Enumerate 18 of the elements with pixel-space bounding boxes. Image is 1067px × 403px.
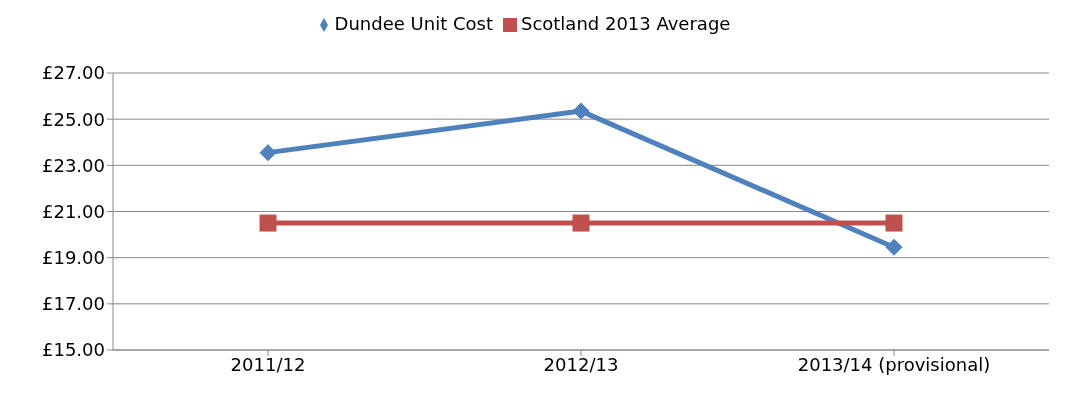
legend-label: Dundee Unit Cost [334, 13, 493, 34]
legend-label: Scotland 2013 Average [520, 13, 731, 34]
y-tick-label: £25.00 [42, 108, 105, 130]
x-tick-label: 2012/13 [543, 353, 619, 375]
point [885, 238, 903, 256]
point [572, 102, 590, 120]
point [259, 144, 277, 162]
y-tick-label: £17.00 [42, 293, 105, 315]
y-tick-label: £19.00 [42, 247, 105, 269]
point [572, 214, 590, 232]
point [885, 214, 903, 232]
y-tick-label: £27.00 [42, 62, 105, 84]
point [259, 214, 277, 232]
y-tick-label: £15.00 [42, 339, 105, 361]
x-tick-label: 2013/14 (provisional) [797, 353, 991, 375]
y-tick-label: £23.00 [42, 154, 105, 176]
x-tick-label: 2011/12 [230, 353, 306, 375]
y-tick-label: £21.00 [42, 200, 105, 222]
